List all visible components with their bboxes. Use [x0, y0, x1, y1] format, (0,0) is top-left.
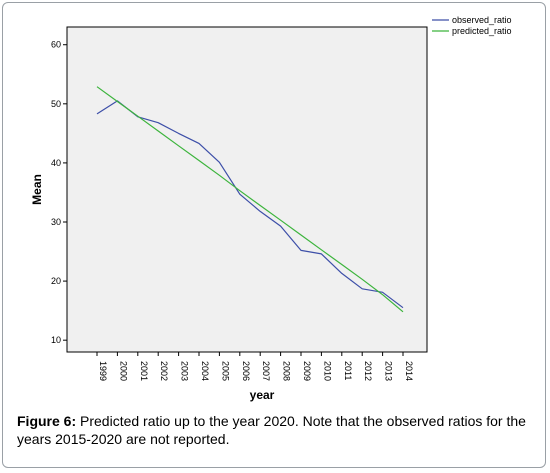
series-line-observed-ratio: [96, 100, 404, 309]
y-tick-label: 60: [51, 40, 61, 50]
caption-text: Predicted ratio up to the year 2020. Not…: [17, 413, 526, 447]
y-tick-label: 40: [51, 158, 61, 168]
x-tick-label: 2005: [220, 361, 230, 381]
plot-area: [66, 26, 428, 353]
x-axis: 1999 2000 2001 2002 2003 2004 2005 2006 2007 2008…: [96, 352, 414, 381]
figure-caption: Figure 6: Predicted ratio up to the year…: [17, 412, 537, 448]
caption-label: Figure 6:: [17, 413, 77, 429]
y-axis-title: Mean: [30, 174, 44, 205]
x-tick-label: 2011: [343, 361, 353, 380]
legend-label: observed_ratio: [452, 15, 512, 25]
x-tick-label: 2001: [139, 361, 149, 381]
x-tick-label: 2002: [159, 361, 169, 381]
y-tick-label: 20: [51, 276, 61, 286]
legend-label: predicted_ratio: [452, 26, 512, 36]
x-axis-title: year: [250, 388, 275, 402]
x-tick-label: 2000: [118, 361, 128, 381]
x-tick-label: 2004: [200, 361, 210, 381]
x-tick-label: 2006: [241, 361, 251, 381]
x-tick-label: 2007: [261, 361, 271, 381]
y-tick-label: 30: [51, 217, 61, 227]
x-tick-label: 2014: [404, 361, 414, 381]
y-tick-label: 10: [51, 335, 61, 345]
x-tick-label: 2010: [322, 361, 332, 381]
x-tick-label: 2003: [180, 361, 190, 381]
x-tick-label: 2013: [384, 361, 394, 381]
series-line-predicted-ratio: [96, 86, 404, 313]
x-tick-label: 2008: [282, 361, 292, 381]
y-tick-label: 50: [51, 99, 61, 109]
x-tick-label: 2012: [363, 361, 373, 381]
line-chart: 10 20 30 40 50 60 1999 2000 2001 2002 2003 2004 200…: [30, 15, 512, 402]
x-tick-label: 2009: [302, 361, 312, 381]
y-axis: 10 20 30 40 50 60: [51, 40, 67, 345]
series-group: [96, 86, 404, 313]
x-tick-label: 1999: [98, 361, 108, 381]
